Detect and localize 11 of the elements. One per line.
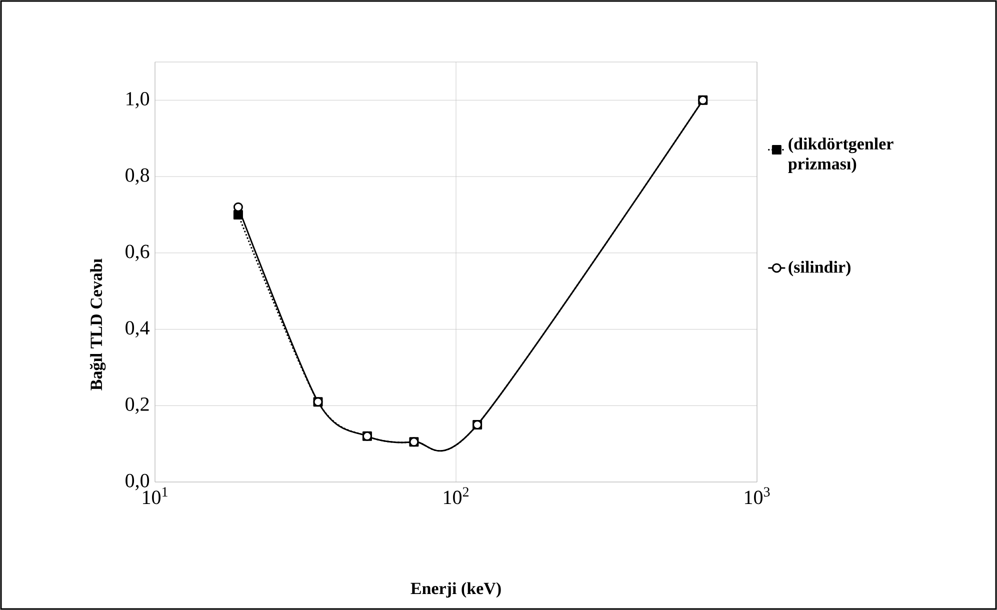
legend-label: (dikdörtgenler prizması) — [788, 138, 894, 173]
y-tick-label: 0,4 — [126, 321, 150, 338]
legend-label: (silindir) — [788, 260, 850, 276]
x-tick-label: 10$^{3}$ — [745, 487, 770, 504]
y-tick-label: 0,8 — [126, 168, 150, 185]
y-tick-label: 0,2 — [126, 397, 149, 414]
x-tick-label: 10$^{2}$ — [444, 487, 468, 504]
y-tick-label: 0,6 — [126, 244, 150, 262]
y-axis-title: Bağıl TLD Cevabı — [90, 258, 106, 390]
x-axis-title: Enerji (keV) — [410, 582, 501, 598]
y-tick-label: 1,0 — [126, 92, 150, 108]
